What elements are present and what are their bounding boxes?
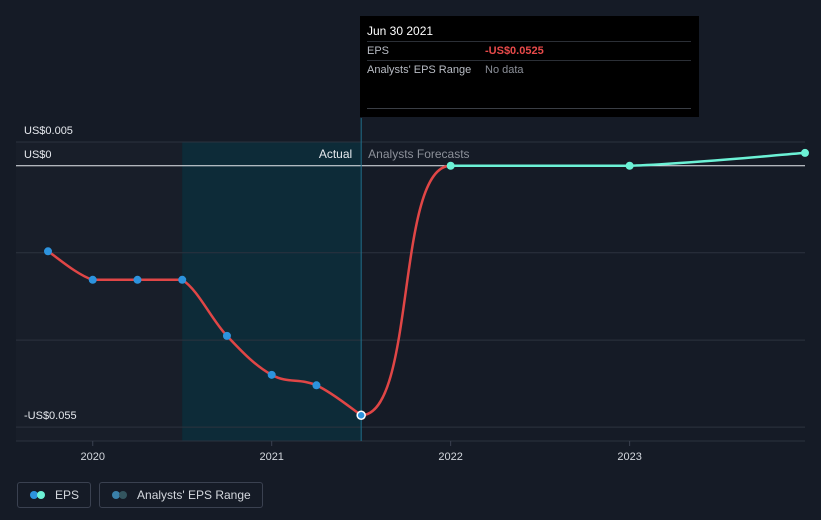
past-period-shade <box>16 142 183 441</box>
series-line-eps <box>46 250 363 417</box>
tooltip-divider <box>367 108 691 109</box>
tooltip-date: Jun 30 2021 <box>367 24 434 38</box>
legend-eps-label: EPS <box>55 488 80 502</box>
eps-point <box>88 275 97 284</box>
eps-point <box>222 331 231 340</box>
legend-range-label: Analysts' EPS Range <box>137 488 251 502</box>
eps-point <box>267 370 276 379</box>
y-axis-label: US$0.005 <box>24 125 73 137</box>
x-tick-label: 2022 <box>438 451 462 463</box>
legend-analysts-range[interactable]: Analysts' EPS Range <box>99 482 263 508</box>
y-axis-label: US$0 <box>24 149 52 161</box>
tooltip-eps-value: -US$0.0525 <box>485 45 544 57</box>
eps-point <box>133 275 142 284</box>
legend-range-swatch <box>112 490 128 500</box>
tooltip-range-value: No data <box>485 64 524 76</box>
legend-eps-dot-past <box>30 491 38 499</box>
legend-eps-dot-forecast <box>37 491 45 499</box>
eps-point <box>312 381 321 390</box>
eps-point <box>356 410 366 420</box>
forecast-region-label: Analysts Forecasts <box>368 147 469 161</box>
tooltip: Jun 30 2021 EPS -US$0.0525 Analysts' EPS… <box>360 16 699 117</box>
legend: EPS Analysts' EPS Range <box>17 482 263 508</box>
tooltip-row-range: Analysts' EPS Range No data <box>367 60 691 79</box>
x-tick-label: 2021 <box>259 451 283 463</box>
x-tick-label: 2023 <box>617 451 641 463</box>
legend-range-dot-2 <box>119 491 128 499</box>
highlight-period-shade <box>182 142 362 441</box>
eps-point <box>44 247 52 256</box>
eps-point <box>178 275 187 284</box>
actual-region-label: Actual <box>319 147 352 161</box>
legend-eps-swatch <box>30 490 46 500</box>
y-axis-label: -US$0.055 <box>24 410 77 422</box>
tooltip-range-label: Analysts' EPS Range <box>367 64 472 76</box>
x-tick-label: 2020 <box>80 451 104 463</box>
series-line-transition <box>359 164 452 417</box>
tooltip-eps-label: EPS <box>367 45 390 57</box>
forecast-point <box>625 161 634 170</box>
legend-range-dot-1 <box>112 491 121 499</box>
tooltip-row-eps: EPS -US$0.0525 <box>367 41 691 60</box>
legend-eps[interactable]: EPS <box>17 482 92 508</box>
forecast-point <box>801 148 809 157</box>
forecast-point <box>446 161 455 170</box>
